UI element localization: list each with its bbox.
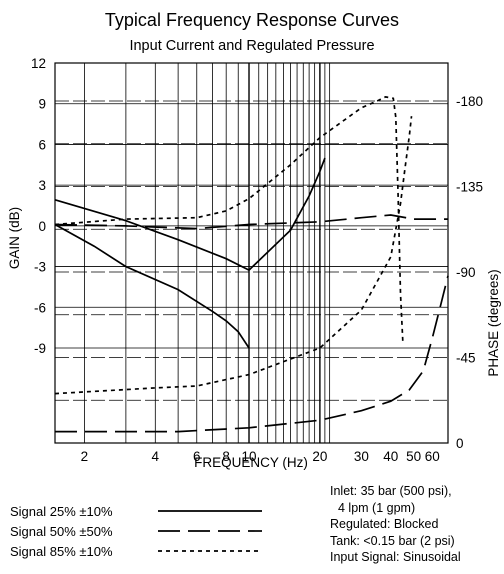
x-tick-label: 20: [312, 449, 327, 464]
y-tick-label-gain: 0: [38, 219, 46, 234]
y-tick-label-gain: 9: [38, 97, 46, 112]
note-line: Input Signal: Sinusoidal: [330, 550, 461, 564]
y-tick-label-phase: -180: [456, 94, 483, 109]
x-tick-label: 2: [81, 449, 89, 464]
gain-curve: [54, 96, 404, 342]
y-tick-label-gain: -6: [34, 300, 46, 315]
legend-label: Signal 85% ±10%: [10, 544, 113, 559]
test-conditions-notes: Inlet: 35 bar (500 psi), 4 lpm (1 gpm) R…: [330, 483, 461, 566]
x-tick-label: 4: [152, 449, 160, 464]
x-tick-label: 30: [354, 449, 369, 464]
x-tick-label: 10: [241, 449, 256, 464]
y-tick-label-gain: 6: [38, 137, 46, 152]
tick-labels: 2 4 6 8 10 20 30 40 50 60129630-3-6-9-180-135-90-…: [31, 56, 483, 464]
chart-title: Typical Frequency Response Curves: [105, 10, 399, 30]
phase-curve: [54, 157, 326, 272]
x-tick-label: 8: [222, 449, 230, 464]
gain-curve: [54, 214, 448, 230]
curves: [54, 96, 449, 433]
note-line: Inlet: 35 bar (500 psi),: [330, 484, 452, 498]
x-tick-label: 6: [193, 449, 201, 464]
plot-frame: [54, 62, 449, 444]
note-line: Regulated: Blocked: [330, 517, 439, 531]
x-axis-label: FREQUENCY (Hz): [194, 455, 308, 470]
y-tick-label-phase: -90: [456, 265, 476, 280]
legend: Signal 25% ±10% Signal 50% ±50% Signal 85%…: [10, 504, 262, 559]
y-tick-label-gain: -3: [34, 260, 46, 275]
y-tick-label-gain: -9: [34, 341, 46, 356]
phase-curve: [55, 275, 449, 433]
legend-label: Signal 25% ±10%: [10, 504, 113, 519]
x-tick-label: 50: [406, 449, 421, 464]
y-tick-label-phase: 0: [456, 436, 464, 451]
note-line: 4 lpm (1 gpm): [338, 500, 416, 515]
chart-subtitle: Input Current and Regulated Pressure: [129, 38, 374, 54]
y-tick-label-gain: 12: [31, 56, 46, 71]
gain-curve: [54, 223, 250, 349]
y-axis-label-phase: PHASE (degrees): [486, 269, 501, 376]
y-tick-label-phase: -45: [456, 351, 476, 366]
x-tick-label: 60: [425, 449, 440, 464]
y-tick-label-gain: 3: [38, 178, 46, 193]
phase-curve: [54, 116, 413, 395]
x-tick-label: 40: [383, 449, 398, 464]
y-axis-label-gain: GAIN (dB): [7, 207, 22, 269]
y-tick-label-phase: -135: [456, 180, 483, 195]
legend-label: Signal 50% ±50%: [10, 524, 113, 539]
grid: [55, 63, 448, 443]
note-line: Tank: <0.15 bar (2 psi): [330, 533, 455, 548]
